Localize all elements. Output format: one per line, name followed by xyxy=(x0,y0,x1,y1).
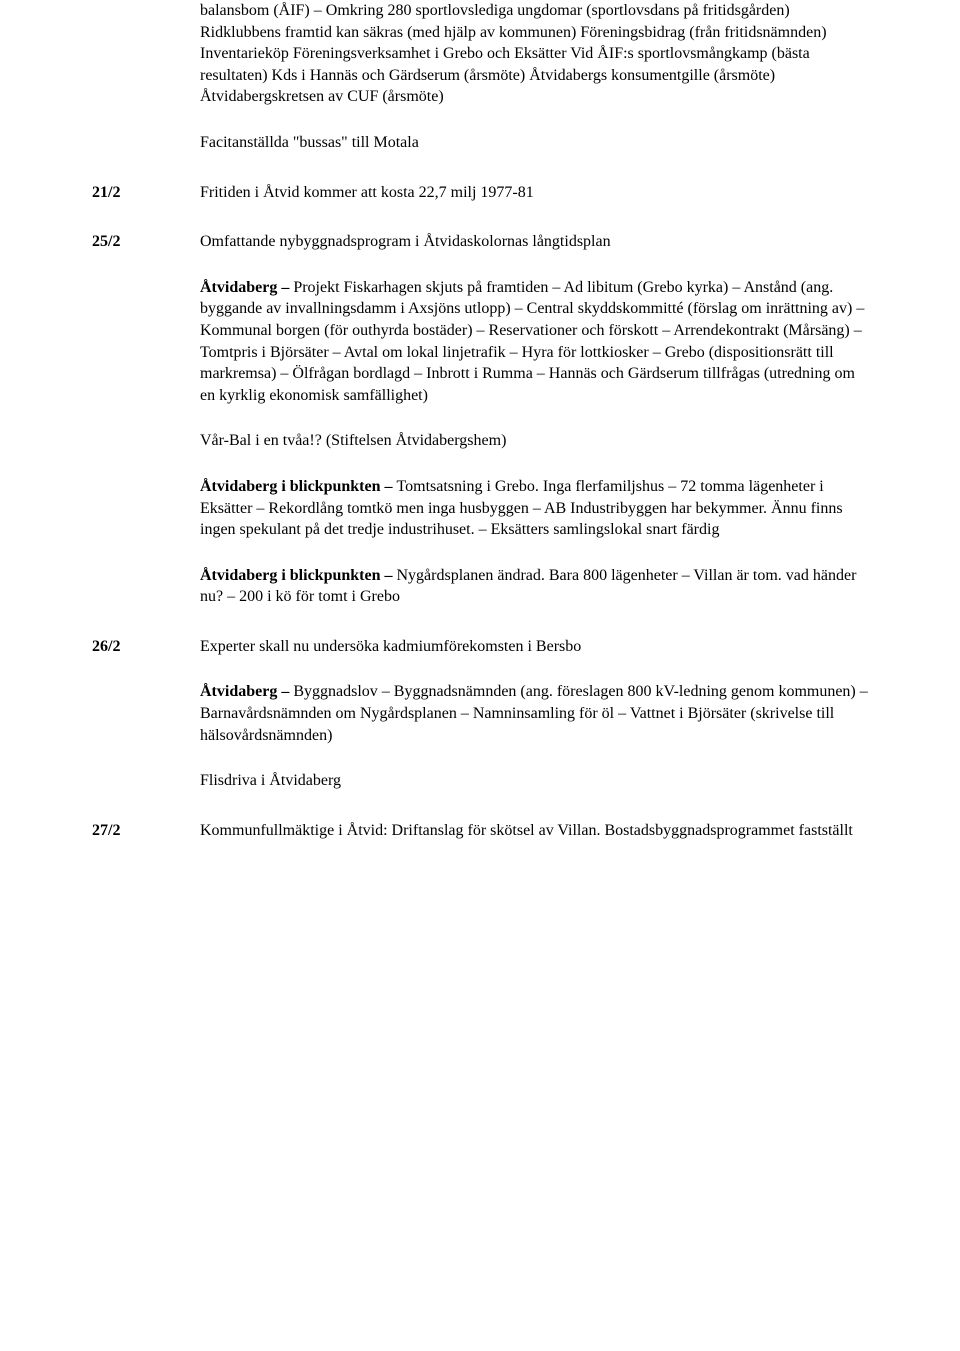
paragraph-text: Vår-Bal i en tvåa!? (Stiftelsen Åtvidabe… xyxy=(200,432,506,449)
paragraph-text: Projekt Fiskarhagen skjuts på framtiden … xyxy=(200,279,864,404)
document-page: balansbom (ÅIF) – Omkring 280 sportlovsl… xyxy=(0,0,960,1351)
paragraph: Åtvidaberg – Byggnadslov – Byggnadsnämnd… xyxy=(200,681,868,746)
paragraph-text: Fritiden i Åtvid kommer att kosta 22,7 m… xyxy=(200,184,534,201)
entry-continuation: balansbom (ÅIF) – Omkring 280 sportlovsl… xyxy=(92,0,868,154)
paragraph: Fritiden i Åtvid kommer att kosta 22,7 m… xyxy=(200,182,868,204)
entry-content: balansbom (ÅIF) – Omkring 280 sportlovsl… xyxy=(200,0,868,154)
entry-content: Fritiden i Åtvid kommer att kosta 22,7 m… xyxy=(200,182,868,204)
paragraph: Flisdriva i Åtvidaberg xyxy=(200,770,868,792)
paragraph-text: Facitanställda "bussas" till Motala xyxy=(200,134,419,151)
paragraph: Åtvidaberg i blickpunkten – Nygårdsplane… xyxy=(200,565,868,608)
paragraph-text: Omfattande nybyggnadsprogram i Åtvidasko… xyxy=(200,233,611,250)
paragraph: Kommunfullmäktige i Åtvid: Driftanslag f… xyxy=(200,820,868,842)
paragraph-bold-lead: Åtvidaberg – xyxy=(200,683,293,700)
paragraph-text: balansbom (ÅIF) – Omkring 280 sportlovsl… xyxy=(200,2,827,105)
paragraph: Vår-Bal i en tvåa!? (Stiftelsen Åtvidabe… xyxy=(200,430,868,452)
entry-21-2: 21/2 Fritiden i Åtvid kommer att kosta 2… xyxy=(92,182,868,204)
paragraph: Facitanställda "bussas" till Motala xyxy=(200,132,868,154)
paragraph: Åtvidaberg – Projekt Fiskarhagen skjuts … xyxy=(200,277,868,407)
date-label: 26/2 xyxy=(92,636,200,792)
paragraph-bold-lead: Åtvidaberg i blickpunkten – xyxy=(200,478,396,495)
entry-content: Kommunfullmäktige i Åtvid: Driftanslag f… xyxy=(200,820,868,842)
entry-26-2: 26/2 Experter skall nu undersöka kadmium… xyxy=(92,636,868,792)
date-label xyxy=(92,0,200,154)
paragraph: balansbom (ÅIF) – Omkring 280 sportlovsl… xyxy=(200,0,868,108)
entry-27-2: 27/2 Kommunfullmäktige i Åtvid: Driftans… xyxy=(92,820,868,842)
entry-content: Experter skall nu undersöka kadmiumförek… xyxy=(200,636,868,792)
entry-content: Omfattande nybyggnadsprogram i Åtvidasko… xyxy=(200,231,868,608)
paragraph: Omfattande nybyggnadsprogram i Åtvidasko… xyxy=(200,231,868,253)
paragraph: Experter skall nu undersöka kadmiumförek… xyxy=(200,636,868,658)
entry-25-2: 25/2 Omfattande nybyggnadsprogram i Åtvi… xyxy=(92,231,868,608)
paragraph: Åtvidaberg i blickpunkten – Tomtsatsning… xyxy=(200,476,868,541)
paragraph-text: Flisdriva i Åtvidaberg xyxy=(200,772,341,789)
paragraph-bold-lead: Åtvidaberg – xyxy=(200,279,293,296)
date-label: 25/2 xyxy=(92,231,200,608)
paragraph-bold-lead: Åtvidaberg i blickpunkten – xyxy=(200,567,396,584)
date-label: 27/2 xyxy=(92,820,200,842)
paragraph-text: Kommunfullmäktige i Åtvid: Driftanslag f… xyxy=(200,822,853,839)
date-label: 21/2 xyxy=(92,182,200,204)
paragraph-text: Experter skall nu undersöka kadmiumförek… xyxy=(200,638,581,655)
paragraph-text: Byggnadslov – Byggnadsnämnden (ang. före… xyxy=(200,683,868,743)
